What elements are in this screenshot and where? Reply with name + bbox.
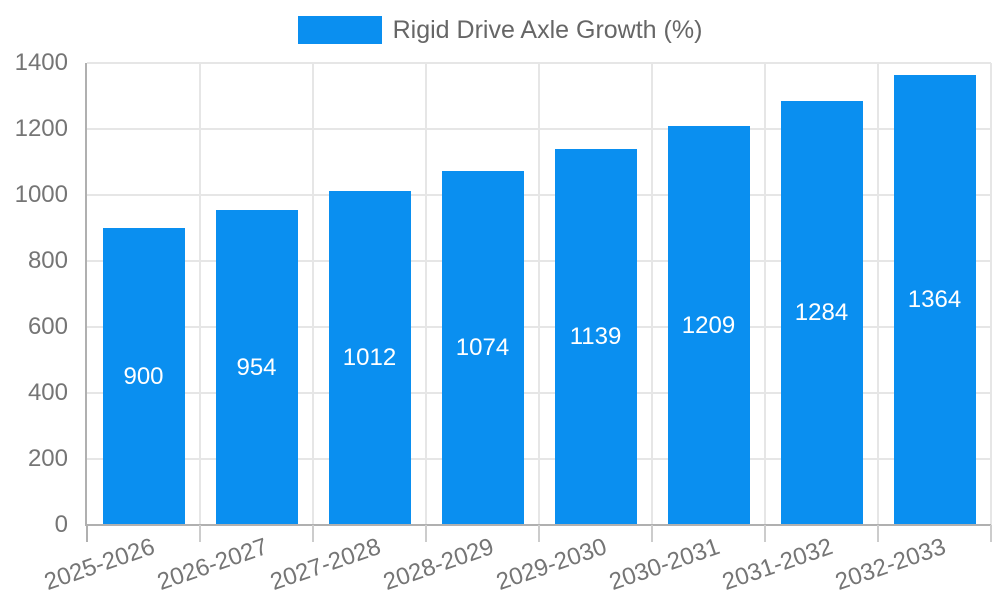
axis-tick (764, 525, 766, 542)
bar (215, 210, 298, 525)
bar-value-label: 1074 (455, 333, 510, 361)
bar (102, 228, 185, 525)
x-gridline (764, 63, 766, 525)
x-tick-label: 2030-2031 (605, 533, 723, 596)
x-gridline (312, 63, 314, 525)
x-gridline (538, 63, 540, 525)
x-gridline (877, 63, 879, 525)
axis-tick (990, 525, 992, 542)
axis-tick (538, 525, 540, 542)
y-tick-label: 200 (27, 445, 68, 472)
bar-value-label: 1364 (907, 285, 962, 313)
y-tick-label: 400 (27, 379, 68, 406)
x-axis-line (85, 524, 991, 526)
y-tick-label: 800 (27, 247, 68, 274)
x-tick-label: 2025-2026 (40, 533, 158, 596)
axis-tick (425, 525, 427, 542)
y-tick-label: 1000 (14, 181, 68, 208)
legend: Rigid Drive Axle Growth (%) (0, 16, 1000, 44)
bar-value-label: 1209 (681, 311, 736, 339)
x-gridline (425, 63, 427, 525)
axis-tick (86, 525, 88, 542)
x-tick-label: 2028-2029 (379, 533, 497, 596)
x-tick-label: 2029-2030 (492, 533, 610, 596)
y-tick-label: 0 (54, 511, 68, 538)
legend-swatch (297, 16, 382, 44)
x-tick-label: 2027-2028 (266, 533, 384, 596)
bar (780, 101, 863, 525)
axis-tick (199, 525, 201, 542)
bar-value-label: 1012 (342, 344, 397, 372)
x-gridline (199, 63, 201, 525)
x-gridline (990, 63, 992, 525)
bar (554, 149, 637, 525)
axis-tick (312, 525, 314, 542)
axis-tick (877, 525, 879, 542)
x-tick-label: 2026-2027 (153, 533, 271, 596)
bar-value-label: 1139 (569, 323, 622, 351)
bar-value-label: 954 (236, 353, 277, 381)
y-axis-line (85, 63, 87, 525)
y-tick-label: 600 (27, 313, 68, 340)
x-tick-label: 2031-2032 (718, 533, 836, 596)
bar (328, 191, 411, 525)
x-gridline (651, 63, 653, 525)
legend-label: Rigid Drive Axle Growth (%) (392, 16, 703, 44)
bar (441, 170, 524, 525)
bar (667, 126, 750, 525)
bar-value-label: 900 (123, 362, 164, 390)
y-tick-label: 1400 (14, 49, 68, 76)
y-tick-label: 1200 (14, 115, 68, 142)
x-tick-label: 2032-2033 (831, 533, 949, 596)
axis-tick (651, 525, 653, 542)
bar-value-label: 1284 (794, 299, 849, 327)
bar (893, 74, 976, 525)
